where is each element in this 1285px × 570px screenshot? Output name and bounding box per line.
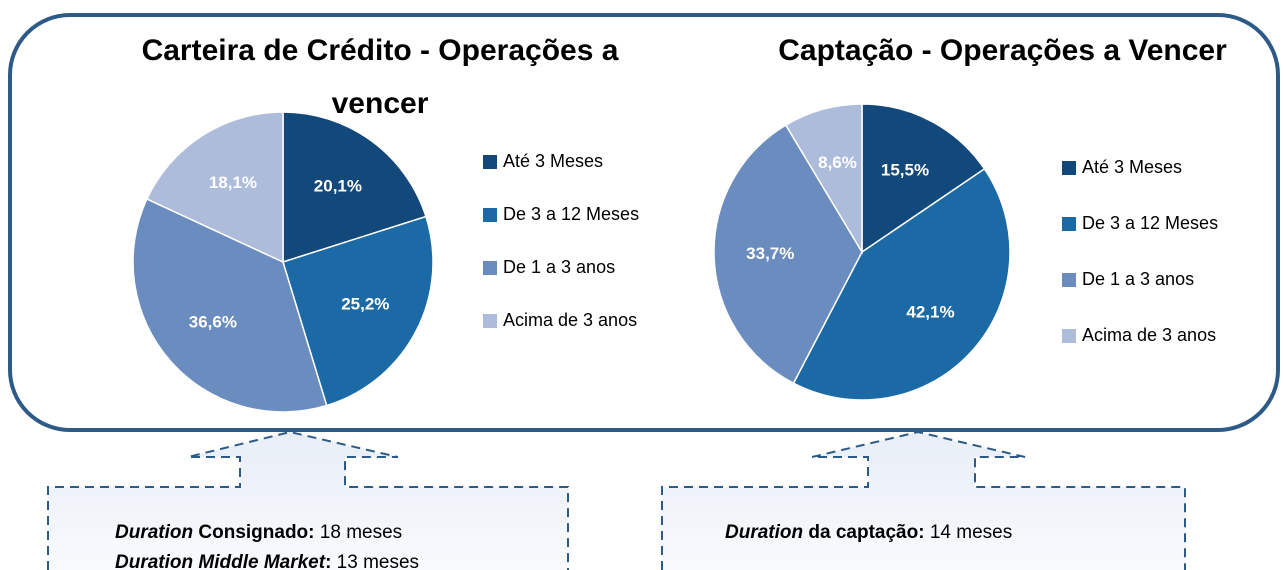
note-text: 18 meses xyxy=(314,522,403,543)
legend-label: Acima de 3 anos xyxy=(503,310,637,330)
note-text: Consignado: xyxy=(193,522,315,543)
data-label: 36,6% xyxy=(189,313,237,332)
legend-swatch xyxy=(483,208,497,222)
legend-swatch xyxy=(1062,161,1076,175)
chart-title: Carteira de Crédito - Operações a vencer xyxy=(141,34,619,120)
chart-title: Captação - Operações a Vencer xyxy=(778,34,1227,67)
note-text: 13 meses xyxy=(331,552,420,570)
legend-swatch xyxy=(483,314,497,328)
legend-label: De 1 a 3 anos xyxy=(1082,269,1194,289)
note: Duration Consignado: 18 meses Duration Mi… xyxy=(115,518,419,570)
legend-swatch xyxy=(1062,273,1076,287)
pie-slice xyxy=(784,103,863,255)
note: Duration da captação: 14 meses xyxy=(725,518,1012,548)
legend-label: De 3 a 12 Meses xyxy=(1082,213,1218,233)
note-text: Duration xyxy=(115,522,194,543)
legend-label: De 3 a 12 Meses xyxy=(503,204,639,224)
note-line: Duration da captação: 14 meses xyxy=(725,518,1012,548)
legend-label: De 1 a 3 anos xyxy=(503,257,615,277)
data-label: 15,5% xyxy=(881,160,929,179)
data-label: 25,2% xyxy=(341,295,389,314)
note-text: : xyxy=(325,552,332,570)
callout-right xyxy=(661,430,1186,570)
legend-swatch xyxy=(483,155,497,169)
pie-slice xyxy=(282,215,434,407)
note-line: Duration Middle Market: 13 meses xyxy=(115,548,419,570)
note-line: Duration Consignado: 18 meses xyxy=(115,518,419,548)
pie-slice xyxy=(861,103,986,254)
note-text: 14 meses xyxy=(924,522,1013,543)
legend-swatch xyxy=(1062,329,1076,343)
pie-slice xyxy=(282,111,427,264)
legend-label: Até 3 Meses xyxy=(503,151,603,171)
note-text: Duration Middle Market xyxy=(115,552,326,570)
pie-slice xyxy=(145,111,284,264)
data-label: 20,1% xyxy=(314,176,362,195)
pie-slice xyxy=(792,167,1011,401)
pie-slice xyxy=(713,124,863,385)
data-label: 42,1% xyxy=(906,303,954,322)
legend-label: Até 3 Meses xyxy=(1082,157,1182,177)
data-label: 33,7% xyxy=(746,244,794,263)
pie-slice xyxy=(132,197,328,413)
legend-swatch xyxy=(483,261,497,275)
legend-swatch xyxy=(1062,217,1076,231)
callout-left xyxy=(47,430,569,570)
note-text: Duration xyxy=(725,522,804,543)
legend-label: Acima de 3 anos xyxy=(1082,325,1216,345)
data-label: 18,1% xyxy=(209,173,257,192)
data-label: 8,6% xyxy=(818,153,857,172)
note-text: da captação: xyxy=(803,522,925,543)
